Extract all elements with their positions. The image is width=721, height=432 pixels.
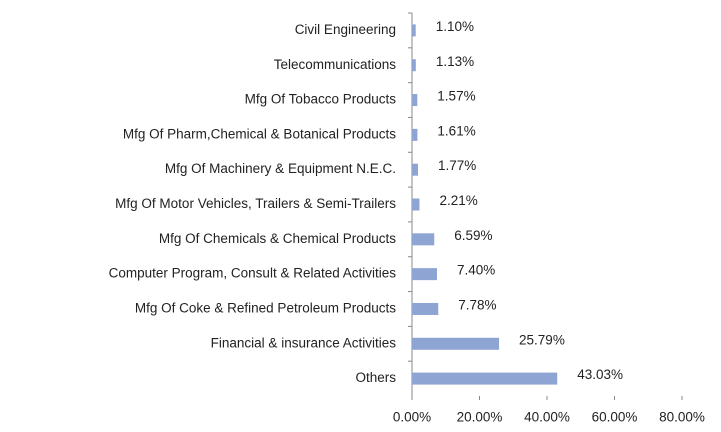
y-tick-label: Mfg Of Coke & Refined Petroleum Products [135, 301, 396, 316]
y-tick-label: Mfg Of Pharm,Chemical & Botanical Produc… [123, 126, 396, 141]
y-tick-label: Others [355, 370, 396, 385]
data-label: 25.79% [519, 332, 565, 347]
y-tick-label: Civil Engineering [295, 22, 396, 37]
bar [412, 268, 437, 281]
bar [412, 128, 418, 141]
bar [412, 163, 418, 176]
bar [412, 198, 420, 211]
data-label: 7.78% [458, 298, 496, 313]
bar [412, 233, 435, 246]
data-label: 1.61% [437, 123, 475, 138]
data-label: 1.10% [436, 19, 474, 34]
y-tick-label: Telecommunications [274, 57, 397, 72]
bar [412, 302, 439, 315]
data-label: 7.40% [457, 263, 495, 278]
y-tick-label: Computer Program, Consult & Related Acti… [109, 266, 397, 281]
y-tick-label: Mfg Of Chemicals & Chemical Products [159, 231, 396, 246]
x-tick-label: 60.00% [592, 410, 638, 425]
bar [412, 372, 558, 385]
bar [412, 337, 500, 350]
bar [412, 59, 416, 72]
data-label: 1.57% [437, 89, 475, 104]
data-label: 1.13% [436, 54, 474, 69]
bar [412, 24, 416, 37]
x-tick-label: 20.00% [457, 410, 503, 425]
data-label: 2.21% [439, 193, 477, 208]
data-label: 43.03% [577, 367, 623, 382]
data-label: 6.59% [454, 228, 492, 243]
x-tick-label: 0.00% [393, 410, 431, 425]
y-tick-label: Financial & insurance Activities [211, 335, 397, 350]
y-tick-label: Mfg Of Motor Vehicles, Trailers & Semi-T… [115, 196, 396, 211]
x-tick-label: 80.00% [659, 410, 705, 425]
bar [412, 94, 418, 107]
data-label: 1.77% [438, 158, 476, 173]
y-tick-label: Mfg Of Tobacco Products [245, 92, 397, 107]
x-tick-label: 40.00% [524, 410, 570, 425]
y-tick-label: Mfg Of Machinery & Equipment N.E.C. [165, 161, 396, 176]
